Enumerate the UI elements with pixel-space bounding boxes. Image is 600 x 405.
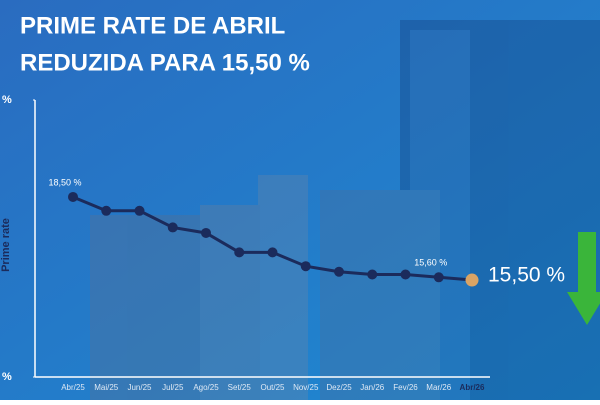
point <box>68 191 78 202</box>
x-tick-label: Nov/25 <box>293 383 319 392</box>
x-tick-label: Jul/25 <box>162 383 184 392</box>
chart-title: REDUZIDA PARA 15,50 % <box>20 49 310 76</box>
point <box>134 205 145 216</box>
point <box>367 269 378 280</box>
x-tick-label: Abr/26 <box>460 383 485 392</box>
value-label: 18,50 % <box>48 177 81 187</box>
point <box>400 269 411 280</box>
point <box>300 261 311 272</box>
point <box>267 247 278 258</box>
x-tick-label: Dez/25 <box>326 383 352 392</box>
x-tick-label: Mai/25 <box>94 383 119 392</box>
x-tick-label: Fev/26 <box>393 383 418 392</box>
y-tick-label: % <box>2 371 12 383</box>
x-tick-label: Ago/25 <box>193 383 219 392</box>
point <box>234 247 245 258</box>
x-tick-label: Set/25 <box>228 383 252 392</box>
value-label: 15,50 % <box>488 264 565 287</box>
x-tick-label: Jun/25 <box>127 383 152 392</box>
buildings <box>90 20 600 400</box>
down-arrow <box>567 232 600 325</box>
value-label: 15,60 % <box>414 258 447 268</box>
x-tick-label: Out/25 <box>260 383 285 392</box>
y-axis-label: Prime rate <box>0 218 12 272</box>
x-tick-label: Abr/25 <box>61 383 85 392</box>
point <box>433 272 444 283</box>
x-tick-label: Mar/26 <box>426 383 451 392</box>
point <box>334 266 344 277</box>
point <box>201 227 211 238</box>
point <box>101 205 112 216</box>
x-tick-label: Jan/26 <box>360 383 385 392</box>
y-tick-label: % <box>2 94 12 106</box>
point <box>465 273 479 287</box>
point <box>167 222 178 233</box>
chart-title: PRIME RATE DE ABRIL <box>20 12 285 39</box>
